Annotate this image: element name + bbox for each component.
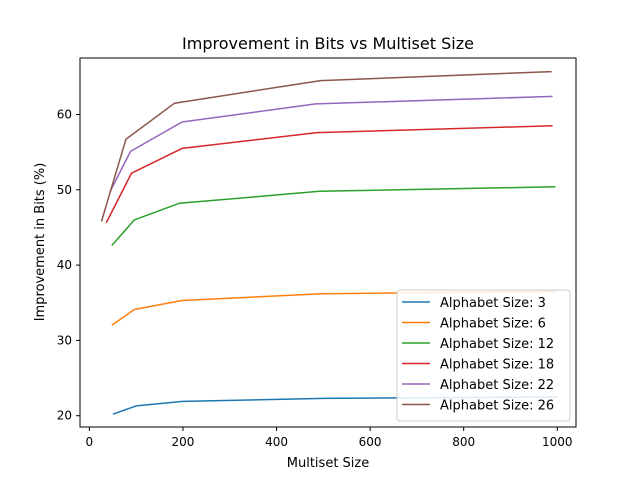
x-tick-label: 400: [265, 435, 288, 449]
legend-label: Alphabet Size: 12: [440, 337, 554, 352]
legend-label: Alphabet Size: 22: [440, 378, 554, 393]
series-line: [100, 70, 552, 222]
x-tick-label: 800: [452, 435, 475, 449]
series-line: [105, 125, 553, 224]
y-tick-label: 20: [57, 409, 72, 423]
plot-area: [79, 57, 577, 428]
series-line: [111, 186, 556, 246]
legend-box: [396, 289, 571, 422]
x-axis: 0 200 400 600 800 1000: [86, 427, 573, 449]
legend-label: Alphabet Size: 18: [440, 358, 554, 373]
legend-label: Alphabet Size: 6: [440, 317, 546, 332]
series-lines: [100, 70, 558, 415]
x-tick-label: 600: [359, 435, 382, 449]
legend: Alphabet Size: 3 Alphabet Size: 6 Alphabet…: [396, 289, 571, 422]
x-tick-label: 0: [86, 435, 94, 449]
series-line: [109, 95, 553, 193]
y-tick-label: 40: [57, 258, 72, 272]
y-tick-label: 60: [57, 107, 72, 121]
plot-frame: [79, 57, 577, 428]
chart-title: Improvement in Bits vs Multiset Size: [182, 34, 474, 53]
legend-label: Alphabet Size: 3: [440, 296, 546, 311]
legend-label: Alphabet Size: 26: [440, 399, 554, 414]
x-tick-label: 1000: [542, 435, 573, 449]
y-tick-label: 50: [57, 183, 72, 197]
y-axis: 20 30 40 50 60: [57, 107, 80, 423]
x-axis-label: Multiset Size: [287, 456, 369, 471]
y-axis-label: Improvement in Bits (%): [33, 163, 48, 322]
y-tick-label: 30: [57, 333, 72, 347]
x-tick-label: 200: [171, 435, 194, 449]
